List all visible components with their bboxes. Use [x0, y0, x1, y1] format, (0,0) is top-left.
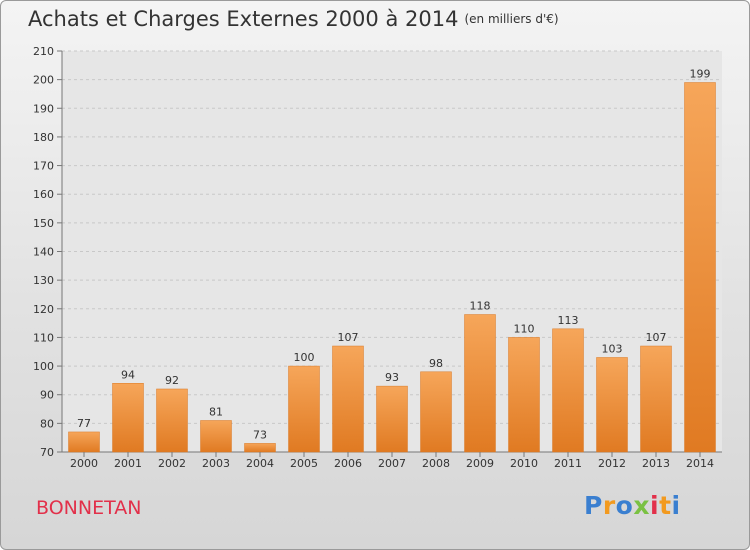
chart-unit: (en milliers d'€)	[464, 12, 559, 26]
bar	[596, 357, 628, 453]
y-tick-label: 130	[33, 274, 54, 287]
bar	[684, 82, 716, 453]
x-tick-label: 2012	[598, 457, 626, 470]
x-tick-label: 2002	[158, 457, 186, 470]
chart-title-text: Achats et Charges Externes 2000 à 2014	[28, 7, 459, 31]
y-tick-label: 120	[33, 303, 54, 316]
bar	[640, 345, 672, 453]
value-label: 113	[558, 314, 579, 327]
value-label: 103	[602, 342, 623, 355]
y-tick-label: 90	[40, 389, 54, 402]
y-tick-label: 160	[33, 188, 54, 201]
bar	[464, 314, 496, 453]
value-label: 93	[385, 371, 399, 384]
value-label: 118	[470, 300, 491, 313]
y-tick-label: 80	[40, 417, 54, 430]
commune-name: BONNETAN	[36, 497, 142, 519]
x-tick-label: 2014	[686, 457, 714, 470]
bar	[244, 443, 276, 453]
chart-title: Achats et Charges Externes 2000 à 2014 (e…	[28, 7, 559, 31]
x-tick-label: 2004	[246, 457, 274, 470]
y-tick-label: 150	[33, 217, 54, 230]
y-tick-label: 190	[33, 102, 54, 115]
x-tick-label: 2009	[466, 457, 494, 470]
y-tick-label: 110	[33, 331, 54, 344]
value-label: 73	[253, 428, 267, 441]
value-label: 100	[294, 351, 315, 364]
x-tick-label: 2005	[290, 457, 318, 470]
x-tick-label: 2006	[334, 457, 362, 470]
value-label: 110	[514, 322, 535, 335]
value-label: 81	[209, 405, 223, 418]
bar	[508, 337, 540, 453]
bar	[332, 345, 364, 453]
bar	[288, 365, 320, 453]
bar	[552, 328, 584, 453]
bar	[200, 420, 232, 453]
value-label: 107	[338, 331, 359, 344]
value-label: 98	[429, 357, 443, 370]
y-tick-label: 180	[33, 131, 54, 144]
value-label: 94	[121, 368, 135, 381]
bar	[420, 371, 452, 453]
x-tick-label: 2008	[422, 457, 450, 470]
value-label: 107	[646, 331, 667, 344]
x-tick-label: 2000	[70, 457, 98, 470]
x-tick-label: 2007	[378, 457, 406, 470]
x-tick-label: 2010	[510, 457, 538, 470]
x-tick-label: 2011	[554, 457, 582, 470]
bar	[156, 388, 188, 453]
bar	[68, 431, 100, 453]
y-tick-label: 70	[40, 446, 54, 459]
proxiti-logo: Proxiti	[584, 491, 681, 520]
value-label: 199	[690, 68, 711, 81]
x-tick-label: 2001	[114, 457, 142, 470]
x-tick-label: 2003	[202, 457, 230, 470]
y-tick-label: 140	[33, 246, 54, 259]
bar	[112, 383, 144, 453]
x-tick-label: 2013	[642, 457, 670, 470]
value-label: 77	[77, 417, 91, 430]
y-tick-label: 170	[33, 160, 54, 173]
y-tick-label: 210	[33, 45, 54, 58]
y-tick-label: 100	[33, 360, 54, 373]
value-label: 92	[165, 374, 179, 387]
y-tick-label: 200	[33, 74, 54, 87]
bar	[376, 385, 408, 453]
